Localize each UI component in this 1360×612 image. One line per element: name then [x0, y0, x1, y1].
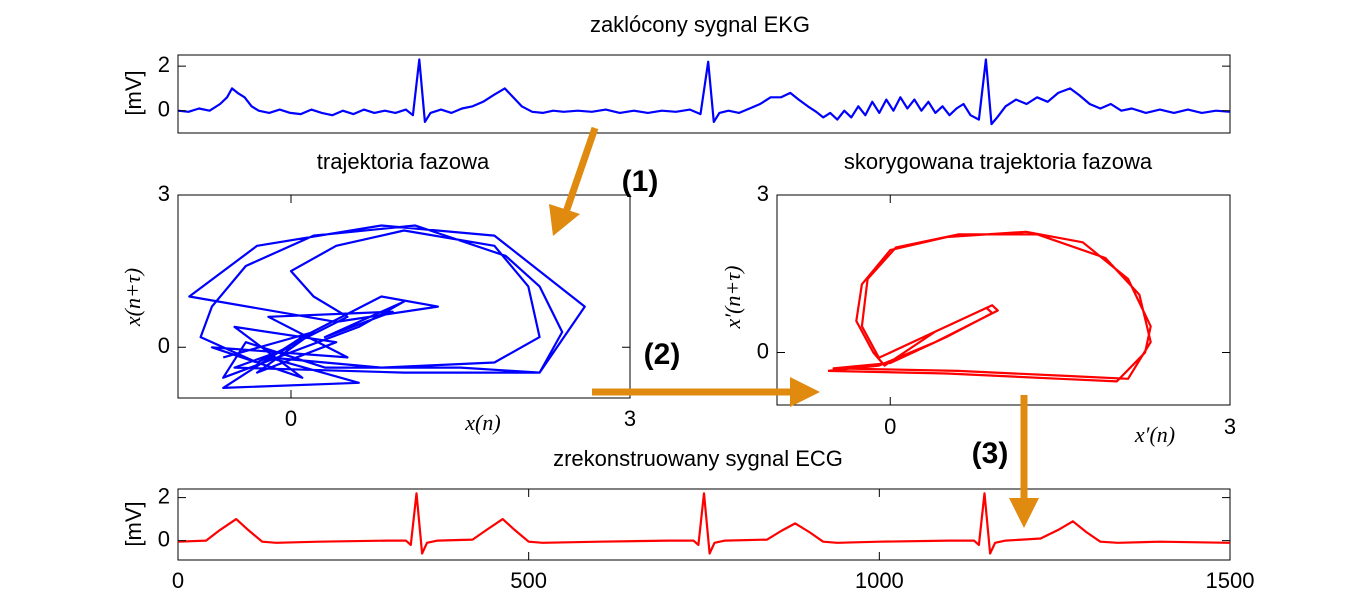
x-tick-label: 1000 [855, 568, 904, 593]
y-tick-label: 0 [757, 338, 769, 363]
data-group [827, 230, 1152, 383]
chart-title: zrekonstruowany sygnal ECG [553, 446, 843, 471]
arrow-head [1009, 498, 1039, 528]
y-axis-label: x(n+τ) [120, 268, 145, 327]
annotation: (3) [972, 437, 1009, 470]
arrows [549, 126, 1039, 528]
x-tick-label: 1500 [1206, 568, 1255, 593]
data-line [827, 230, 1152, 383]
y-tick-label: 2 [158, 52, 170, 77]
y-tick-label: 3 [757, 181, 769, 206]
plot: skorygowana trajektoria fazowa x′(n+τ) x′(… [720, 149, 1236, 447]
x-axis-label: x(n) [464, 410, 500, 435]
y-tick-label: 0 [158, 526, 170, 551]
data-group [178, 492, 1230, 555]
plot-area [776, 194, 1231, 406]
x-tick-label: 0 [285, 406, 297, 431]
annotation: (1) [622, 165, 659, 198]
y-axis-label: [mV] [121, 70, 146, 115]
annotation: (2) [644, 338, 681, 371]
arrow-head [790, 377, 820, 407]
y-tick-label: 2 [158, 483, 170, 508]
y-tick-label: 3 [158, 181, 170, 206]
y-tick-label: 0 [158, 97, 170, 122]
chart-title: zaklócony sygnal EKG [590, 12, 810, 37]
x-axis-label: x′(n) [1134, 422, 1175, 447]
arrow-1 [561, 126, 599, 217]
plot: zaklócony sygnal EKG [mV] 0 2 [121, 12, 1231, 134]
x-tick-label: 3 [1224, 414, 1236, 439]
data-line [178, 492, 1230, 555]
x-tick-label: 3 [624, 406, 636, 431]
chart-title: skorygowana trajektoria fazowa [844, 149, 1153, 174]
arrow-head [549, 204, 580, 236]
data-line [178, 58, 1230, 126]
plot: trajektoria fazowa x(n+τ) x(n) 0 3 0 3 [120, 149, 636, 435]
x-tick-label: 0 [884, 414, 896, 439]
data-group [188, 224, 586, 389]
data-line [188, 224, 586, 389]
y-axis-label: [mV] [121, 501, 146, 546]
y-tick-label: 0 [158, 333, 170, 358]
plot: zrekonstruowany sygnal ECG [mV] 0 2 0 500 1000… [121, 446, 1255, 593]
y-axis-label: x′(n+τ) [720, 266, 745, 330]
x-tick-label: 500 [510, 568, 547, 593]
data-group [178, 58, 1230, 126]
x-tick-label: 0 [172, 568, 184, 593]
chart-title: trajektoria fazowa [317, 149, 490, 174]
